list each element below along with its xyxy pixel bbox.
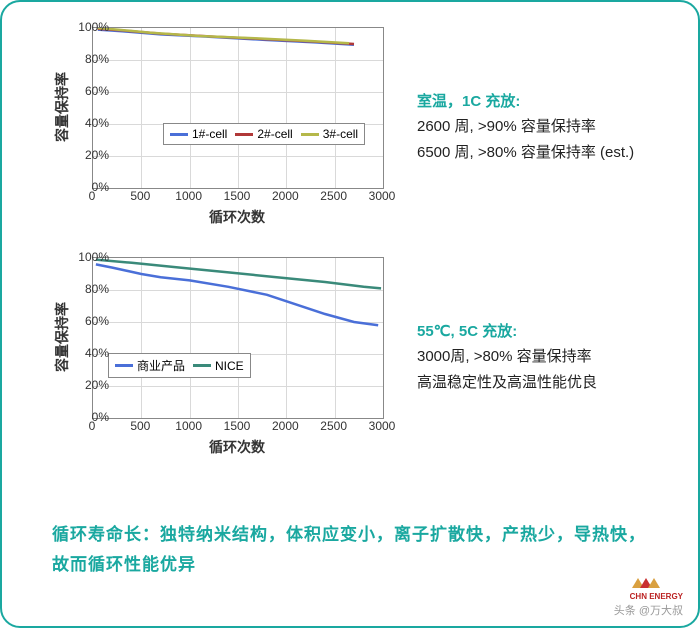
annot2-line0: 3000周, >80% 容量保持率 — [417, 344, 677, 370]
footer-text: 循环寿命长：独特纳米结构，体积应变小，离子扩散快，产热少，导热快，故而循环性能优… — [52, 520, 658, 581]
chart2-ytick: 60% — [69, 314, 109, 328]
annot1-line1: 6500 周, >80% 容量保持率 (est.) — [417, 140, 677, 166]
legend-item: 2#-cell — [235, 127, 292, 141]
legend-swatch — [301, 133, 319, 136]
chart1-xtick: 3000 — [369, 189, 396, 203]
chart1-ytick: 20% — [69, 148, 109, 162]
chart2-ytick: 80% — [69, 282, 109, 296]
legend-label: 2#-cell — [257, 127, 292, 141]
chart2-xlabel: 循环次数 — [92, 437, 382, 457]
chart2-xtick: 500 — [130, 419, 150, 433]
chart1-xtick: 1000 — [175, 189, 202, 203]
row-chart2: 容量保持率 商业产品NICE 循环次数 0%20%40%60%80%100%05… — [2, 247, 698, 467]
chart2-xtick: 1500 — [224, 419, 251, 433]
legend-swatch — [235, 133, 253, 136]
chart1-xtick: 2500 — [320, 189, 347, 203]
chart2-legend: 商业产品 NICE — [108, 353, 251, 378]
legend-label: 商业产品 — [137, 357, 185, 374]
chart2-xtick: 2500 — [320, 419, 347, 433]
chart2-ytick: 40% — [69, 346, 109, 360]
chart1-ytick: 100% — [69, 20, 109, 34]
legend-item: 1#-cell — [170, 127, 227, 141]
chart1-legend: 1#-cell 2#-cell 3#-cell — [163, 123, 365, 145]
chart2-ytick: 100% — [69, 250, 109, 264]
annotation-2: 55℃, 5C 充放: 3000周, >80% 容量保持率 高温稳定性及高温性能… — [417, 319, 677, 396]
annotation-1: 室温，1C 充放: 2600 周, >90% 容量保持率 6500 周, >80… — [417, 89, 677, 166]
chart2-xtick: 2000 — [272, 419, 299, 433]
chart1-area: 1#-cell 2#-cell 3#-cell — [92, 27, 384, 189]
logo-text: CHN ENERGY — [630, 592, 683, 601]
chart2-xtick: 0 — [89, 419, 96, 433]
legend-swatch — [193, 364, 211, 367]
legend-item: 3#-cell — [301, 127, 358, 141]
annot1-line0: 2600 周, >90% 容量保持率 — [417, 114, 677, 140]
annot2-line1: 高温稳定性及高温性能优良 — [417, 370, 677, 396]
chart1-xlabel: 循环次数 — [92, 207, 382, 227]
chart1-ylabel: 容量保持率 — [52, 72, 72, 142]
chart1: 容量保持率 1#-cell2#-cell3#-cell 循环次数 0%20%40… — [22, 17, 402, 237]
legend-item: NICE — [193, 359, 244, 373]
legend-label: 3#-cell — [323, 127, 358, 141]
legend-swatch — [170, 133, 188, 136]
row-chart1: 容量保持率 1#-cell2#-cell3#-cell 循环次数 0%20%40… — [2, 17, 698, 237]
chart2-xtick: 1000 — [175, 419, 202, 433]
chart1-ytick: 80% — [69, 52, 109, 66]
chart1-xtick: 500 — [130, 189, 150, 203]
chart1-ytick: 60% — [69, 84, 109, 98]
watermark: 头条 @万大叔 — [614, 602, 683, 618]
annot2-title: 55℃, 5C 充放: — [417, 319, 677, 345]
chart2-xtick: 3000 — [369, 419, 396, 433]
legend-label: NICE — [215, 359, 244, 373]
legend-label: 1#-cell — [192, 127, 227, 141]
annot1-title: 室温，1C 充放: — [417, 89, 677, 115]
logo: CHN ENERGY — [630, 576, 683, 601]
chart2-ylabel: 容量保持率 — [52, 302, 72, 372]
logo-icon — [630, 576, 664, 590]
chart1-xtick: 1500 — [224, 189, 251, 203]
legend-item: 商业产品 — [115, 357, 185, 374]
outer-frame: 容量保持率 1#-cell2#-cell3#-cell 循环次数 0%20%40… — [0, 0, 700, 628]
legend-swatch — [115, 364, 133, 367]
chart2-area: 商业产品 NICE — [92, 257, 384, 419]
chart1-ytick: 40% — [69, 116, 109, 130]
chart1-xtick: 2000 — [272, 189, 299, 203]
chart1-xtick: 0 — [89, 189, 96, 203]
chart2-ytick: 20% — [69, 378, 109, 392]
chart2: 容量保持率 商业产品NICE 循环次数 0%20%40%60%80%100%05… — [22, 247, 402, 467]
